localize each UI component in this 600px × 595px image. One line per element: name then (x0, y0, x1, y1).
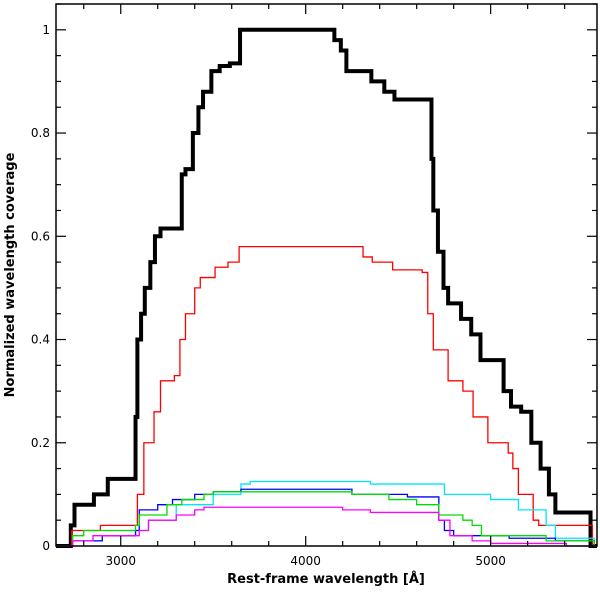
series-layer (56, 27, 597, 548)
y-tick-label: 0 (42, 539, 50, 553)
y-tick-label: 0.8 (31, 126, 50, 140)
series-line-green (56, 491, 597, 547)
x-tick-label: 3000 (105, 554, 136, 568)
ticks-layer: 3000 4000 5000 0 0.2 0.4 0.6 0.8 1 (31, 3, 597, 568)
x-tick-label: 4000 (290, 554, 321, 568)
series-line-blue (56, 488, 597, 547)
y-tick-label: 0.2 (31, 436, 50, 450)
y-axis-label: Normalized wavelength coverage (3, 152, 18, 397)
series-line-magenta (56, 506, 597, 547)
x-axis-label: Rest-frame wavelength [Å] (227, 571, 425, 587)
y-tick-label: 0.6 (31, 229, 50, 243)
y-tick-label: 0.4 (31, 333, 50, 347)
series-line-red (56, 245, 597, 547)
x-tick-label: 5000 (475, 554, 506, 568)
plot-frame (55, 3, 598, 547)
y-tick-label: 1 (42, 23, 50, 37)
series-line-total (56, 27, 597, 548)
